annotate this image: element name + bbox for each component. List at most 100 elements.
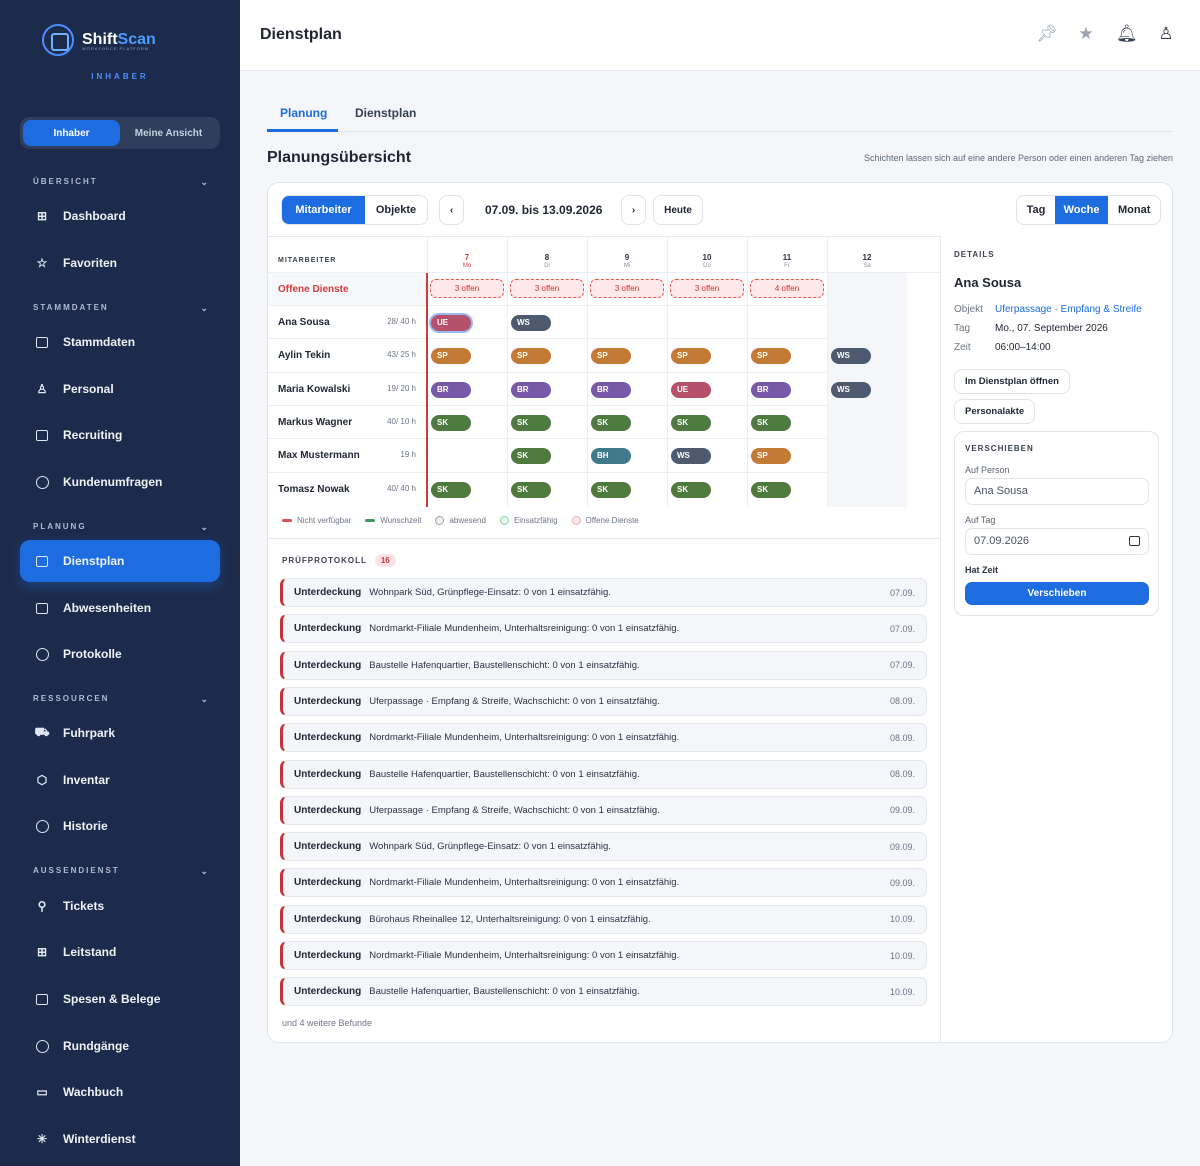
employee-row-label[interactable]: Ana Sousa 28/ 40 h [278, 317, 416, 328]
protocol-item[interactable]: Unterdeckung Wohnpark Süd, Grünpflege-Ein… [280, 578, 927, 607]
shift-chip[interactable]: SK [751, 415, 791, 431]
employee-row-label[interactable]: Tomasz Nowak 40/ 40 h [278, 484, 416, 495]
nav-history[interactable]: Historie [20, 805, 220, 847]
briefcase-icon [34, 334, 50, 350]
nav-expenses[interactable]: Spesen & Belege [20, 978, 220, 1020]
personnel-file-button[interactable]: Personalakte [954, 399, 1036, 424]
section-planning[interactable]: PLANUNG ⌄ [33, 522, 208, 532]
shift-chip[interactable]: BR [511, 382, 551, 398]
pin-icon[interactable]: 📌︎ [1036, 24, 1058, 43]
shift-chip[interactable]: SP [751, 448, 791, 464]
employee-row-label[interactable]: Aylin Tekin 43/ 25 h [278, 350, 416, 361]
nav-recruiting[interactable]: Recruiting [20, 414, 220, 456]
section-overview[interactable]: ÜBERSICHT ⌄ [33, 177, 208, 187]
shift-chip[interactable]: BR [751, 382, 791, 398]
section-resources[interactable]: RESSOURCEN ⌄ [33, 694, 208, 704]
user-icon[interactable]: ♙ [1158, 24, 1174, 43]
protocol-item[interactable]: Unterdeckung Nordmarkt-Filiale Mundenheim… [280, 868, 927, 898]
shift-chip[interactable]: SK [591, 415, 631, 431]
open-shift-badge[interactable]: 3 offen [590, 279, 664, 298]
shift-chip[interactable]: SK [511, 482, 551, 498]
tab-dienstplan[interactable]: Dienstplan [355, 106, 417, 120]
car-icon: ⛟ [34, 725, 50, 739]
shift-chip[interactable]: SK [511, 448, 551, 464]
protocol-item[interactable]: Unterdeckung Uferpassage · Empfang & Stre… [280, 795, 927, 825]
move-submit-button[interactable]: Verschieben [965, 582, 1149, 605]
bell-icon[interactable]: 🔔︎ [1116, 24, 1138, 43]
open-in-schedule-button[interactable]: Im Dienstplan öffnen [954, 369, 1070, 394]
nav-protocols[interactable]: Protokolle [20, 633, 220, 675]
next-week-button[interactable]: › [621, 195, 646, 225]
shift-chip[interactable]: SP [591, 348, 631, 364]
calendar-icon[interactable] [1129, 536, 1140, 546]
tab-planung[interactable]: Planung [280, 106, 328, 120]
section-master-data[interactable]: STAMMDATEN ⌄ [33, 303, 208, 313]
view-week[interactable]: Woche [1055, 196, 1108, 224]
employee-row-label[interactable]: Max Mustermann 19 h [278, 450, 416, 461]
nav-inventory[interactable]: ⬡ Inventar [20, 759, 220, 801]
protocol-item[interactable]: Unterdeckung Baustelle Hafenquartier, Bau… [280, 650, 927, 680]
open-shift-badge[interactable]: 3 offen [670, 279, 744, 298]
shift-chip[interactable]: BR [591, 382, 631, 398]
shift-chip[interactable]: SP [511, 348, 551, 364]
nav-favorites[interactable]: ☆ Favoriten [20, 242, 220, 284]
shift-chip[interactable]: SK [431, 482, 471, 498]
toggle-objects[interactable]: Objekte [375, 204, 417, 216]
protocol-item[interactable]: Unterdeckung Baustelle Hafenquartier, Bau… [280, 759, 927, 789]
toggle-employees[interactable]: Mitarbeiter [282, 196, 365, 224]
shift-chip[interactable]: SK [671, 482, 711, 498]
protocol-item[interactable]: Unterdeckung Wohnpark Süd, Grünpflege-Ein… [280, 832, 927, 862]
nav-absences[interactable]: Abwesenheiten [20, 587, 220, 629]
open-shift-badge[interactable]: 4 offen [750, 279, 824, 298]
section-field-service[interactable]: AUSSENDIENST ⌄ [33, 866, 208, 876]
shift-chip[interactable]: WS [831, 348, 871, 364]
open-shift-badge[interactable]: 3 offen [510, 279, 584, 298]
protocol-item[interactable]: Unterdeckung Nordmarkt-Filiale Mundenheim… [280, 941, 927, 970]
nav-winter-service[interactable]: ✳ Winterdienst [20, 1118, 220, 1160]
shift-chip[interactable]: SP [431, 348, 471, 364]
employee-row-label[interactable]: Markus Wagner 40/ 10 h [278, 417, 416, 428]
protocol-item[interactable]: Unterdeckung Baustelle Hafenquartier, Bau… [280, 977, 927, 1007]
shift-chip[interactable]: UE [671, 382, 711, 398]
nav-personal[interactable]: ♙ Personal [20, 368, 220, 410]
shift-chip[interactable]: BH [591, 448, 631, 464]
nav-rounds[interactable]: Rundgänge [20, 1025, 220, 1067]
nav-dienstplan[interactable]: Dienstplan [20, 540, 220, 582]
move-person-field[interactable]: Ana Sousa [965, 478, 1149, 505]
more-findings[interactable]: und 4 weitere Befunde [282, 1018, 373, 1028]
nav-surveys[interactable]: Kundenumfragen [20, 461, 220, 503]
shift-chip[interactable]: SK [591, 482, 631, 498]
prev-week-button[interactable]: ‹ [439, 195, 464, 225]
switch-my-view[interactable]: Meine Ansicht [134, 127, 203, 139]
nav-dashboard[interactable]: ⊞ Dashboard [20, 195, 220, 237]
details-object-link[interactable]: Uferpassage · Empfang & Streife [995, 304, 1142, 315]
protocol-item[interactable]: Unterdeckung Bürohaus Rheinallee 12, Unte… [280, 904, 927, 934]
nav-fleet[interactable]: ⛟ Fuhrpark [34, 725, 116, 740]
shift-chip[interactable]: SK [751, 482, 791, 498]
shift-chip[interactable]: BR [431, 382, 471, 398]
shift-chip[interactable]: SK [431, 415, 471, 431]
shift-chip[interactable]: UE [431, 315, 471, 331]
nav-logbook[interactable]: ▭ Wachbuch [20, 1071, 220, 1113]
shift-chip[interactable]: WS [671, 448, 711, 464]
shift-chip[interactable]: WS [511, 315, 551, 331]
nav-stammdaten[interactable]: Stammdaten [20, 321, 220, 363]
protocol-item[interactable]: Unterdeckung Nordmarkt-Filiale Mundenheim… [280, 614, 927, 644]
shift-chip[interactable]: SK [511, 415, 551, 431]
star-icon[interactable]: ★ [1078, 24, 1094, 43]
shift-chip[interactable]: SP [751, 348, 791, 364]
today-button[interactable]: Heute [653, 195, 703, 225]
shift-chip[interactable]: SP [671, 348, 711, 364]
shift-chip[interactable]: WS [831, 382, 871, 398]
protocol-item[interactable]: Unterdeckung Nordmarkt-Filiale Mundenheim… [280, 723, 927, 753]
open-shift-badge[interactable]: 3 offen [430, 279, 504, 298]
protocol-item[interactable]: Unterdeckung Uferpassage · Empfang & Stre… [280, 686, 927, 716]
view-day[interactable]: Tag [1026, 204, 1046, 216]
employee-row-label[interactable]: Maria Kowalski 19/ 20 h [278, 384, 416, 395]
nav-control-center[interactable]: ⊞ Leitstand [20, 931, 220, 973]
view-month[interactable]: Monat [1118, 204, 1151, 216]
shift-chip[interactable]: SK [671, 415, 711, 431]
switch-owner[interactable]: Inhaber [23, 120, 120, 146]
nav-tickets[interactable]: ⚲ Tickets [20, 885, 220, 927]
move-day-field[interactable]: 07.09.2026 [965, 528, 1149, 555]
